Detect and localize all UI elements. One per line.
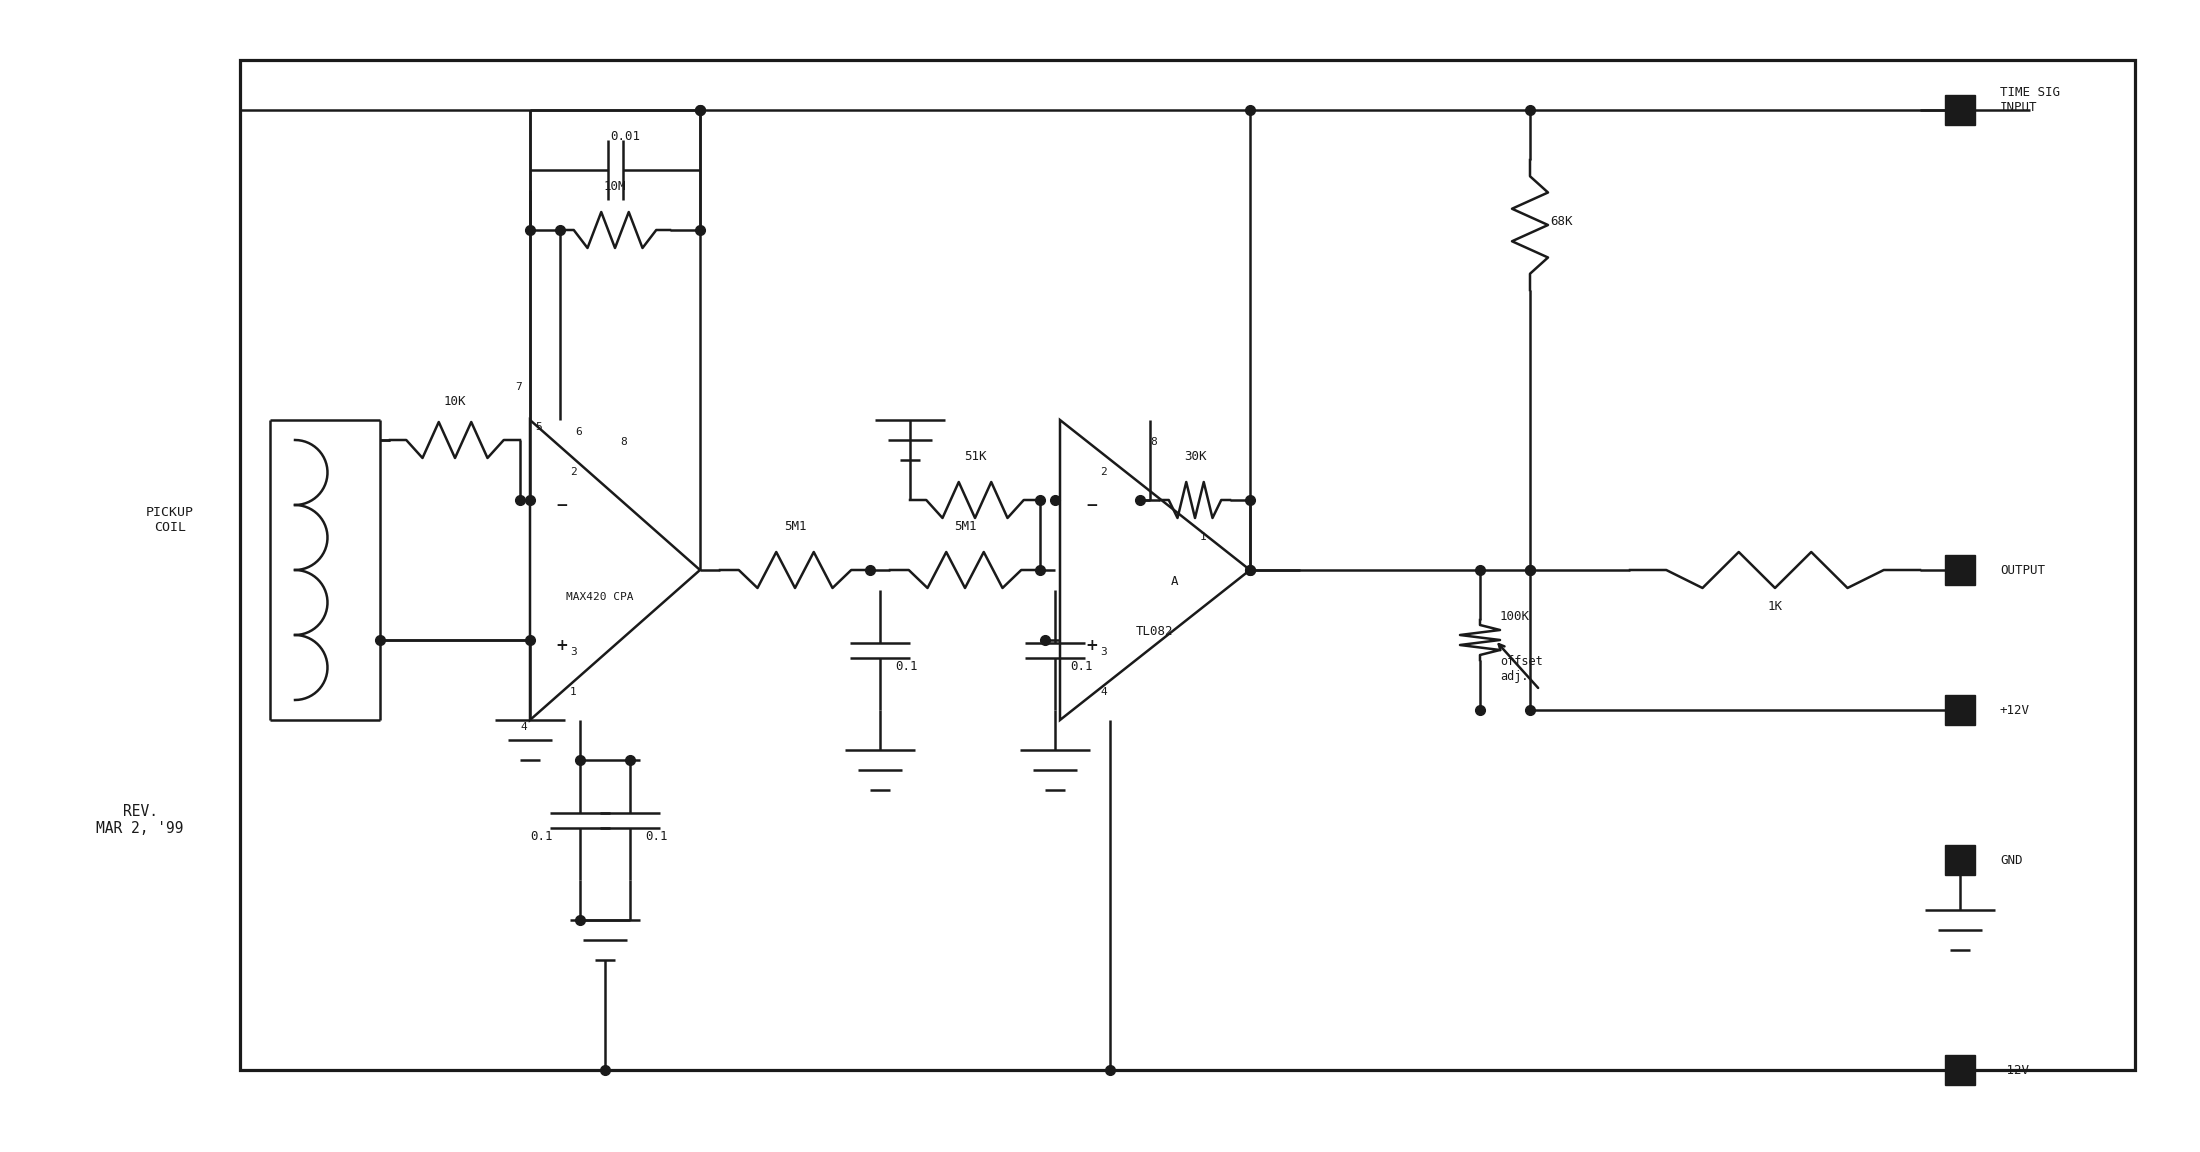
Bar xyxy=(1945,695,1976,725)
Text: 8: 8 xyxy=(620,437,627,447)
Bar xyxy=(1945,94,1976,126)
Text: 0.1: 0.1 xyxy=(530,829,552,843)
Text: TIME SIG
INPUT: TIME SIG INPUT xyxy=(2000,86,2059,114)
Text: 7: 7 xyxy=(515,382,521,392)
Text: 0.1: 0.1 xyxy=(1069,660,1093,673)
Text: 30K: 30K xyxy=(1184,450,1206,463)
Text: MAX420 CPA: MAX420 CPA xyxy=(565,592,634,602)
Bar xyxy=(1945,1055,1976,1085)
Text: -12V: -12V xyxy=(2000,1063,2031,1076)
Text: 51K: 51K xyxy=(964,450,986,463)
Text: +12V: +12V xyxy=(2000,704,2031,717)
Text: 0.1: 0.1 xyxy=(645,829,667,843)
Text: 68K: 68K xyxy=(1551,215,1573,228)
Bar xyxy=(1945,555,1976,585)
Text: GND: GND xyxy=(2000,854,2022,866)
Text: 4: 4 xyxy=(1100,687,1107,697)
Text: 8: 8 xyxy=(1151,437,1157,447)
Text: offset
adj.: offset adj. xyxy=(1500,655,1542,683)
Text: 5: 5 xyxy=(535,422,541,432)
Text: 1K: 1K xyxy=(1767,600,1782,613)
Text: 6: 6 xyxy=(574,427,581,437)
Text: +: + xyxy=(554,637,568,652)
Text: 2: 2 xyxy=(1100,467,1107,477)
Text: 100K: 100K xyxy=(1500,611,1529,623)
Text: −: − xyxy=(1085,498,1098,513)
Bar xyxy=(240,60,2134,1070)
Text: PICKUP
COIL: PICKUP COIL xyxy=(145,506,194,535)
Text: 10M: 10M xyxy=(603,180,627,194)
Text: 5M1: 5M1 xyxy=(955,520,977,533)
Text: 4: 4 xyxy=(519,722,526,732)
Text: 0.1: 0.1 xyxy=(895,660,917,673)
Text: +: + xyxy=(1085,637,1098,652)
Text: 2: 2 xyxy=(570,467,576,477)
Text: 3: 3 xyxy=(570,647,576,657)
Text: OUTPUT: OUTPUT xyxy=(2000,563,2046,576)
Text: 10K: 10K xyxy=(444,395,466,408)
Text: 3: 3 xyxy=(1100,647,1107,657)
Text: A: A xyxy=(1170,575,1179,588)
Text: TL082: TL082 xyxy=(1135,626,1175,638)
Text: 5M1: 5M1 xyxy=(783,520,805,533)
Text: 0.01: 0.01 xyxy=(609,130,640,143)
Bar xyxy=(1945,846,1976,876)
Text: −: − xyxy=(554,498,568,513)
Text: 1: 1 xyxy=(1199,532,1208,541)
Text: REV.
MAR 2, '99: REV. MAR 2, '99 xyxy=(97,804,185,836)
Text: 1: 1 xyxy=(570,687,576,697)
